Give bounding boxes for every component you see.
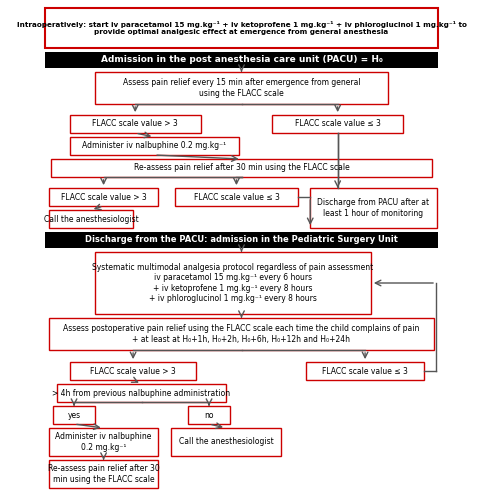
Text: Assess postoperative pain relief using the FLACC scale each time the child compl: Assess postoperative pain relief using t…: [63, 324, 420, 344]
FancyBboxPatch shape: [95, 72, 388, 104]
FancyBboxPatch shape: [49, 318, 434, 350]
FancyBboxPatch shape: [70, 362, 197, 380]
Text: Discharge from the PACU: admission in the Pediatric Surgery Unit: Discharge from the PACU: admission in th…: [85, 236, 398, 244]
FancyBboxPatch shape: [188, 406, 230, 424]
Text: Intraoperatively: start iv paracetamol 15 mg.kg⁻¹ + iv ketoprofene 1 mg.kg⁻¹ + i: Intraoperatively: start iv paracetamol 1…: [16, 21, 467, 35]
FancyBboxPatch shape: [70, 115, 200, 133]
FancyBboxPatch shape: [57, 384, 226, 402]
FancyBboxPatch shape: [49, 460, 158, 488]
FancyBboxPatch shape: [310, 188, 437, 228]
Text: Re-assess pain relief after 30
min using the FLACC scale: Re-assess pain relief after 30 min using…: [48, 464, 159, 483]
Text: Administer iv nalbuphine
0.2 mg.kg⁻¹: Administer iv nalbuphine 0.2 mg.kg⁻¹: [56, 432, 152, 452]
Text: FLACC scale value > 3: FLACC scale value > 3: [92, 120, 178, 128]
FancyBboxPatch shape: [171, 428, 281, 456]
Text: FLACC scale value ≤ 3: FLACC scale value ≤ 3: [295, 120, 381, 128]
Text: Systematic multimodal analgesia protocol regardless of pain assessment
iv parace: Systematic multimodal analgesia protocol…: [92, 263, 374, 303]
FancyBboxPatch shape: [44, 8, 439, 48]
Text: Re-assess pain relief after 30 min using the FLACC scale: Re-assess pain relief after 30 min using…: [134, 164, 349, 172]
Text: Administer iv nalbuphine 0.2 mg.kg⁻¹: Administer iv nalbuphine 0.2 mg.kg⁻¹: [82, 142, 226, 150]
Text: Call the anesthesiologist: Call the anesthesiologist: [179, 438, 273, 446]
Text: yes: yes: [68, 410, 81, 420]
Text: no: no: [204, 410, 214, 420]
FancyBboxPatch shape: [49, 210, 133, 228]
FancyBboxPatch shape: [53, 406, 95, 424]
Text: Admission in the post anesthesia care unit (PACU) = H₀: Admission in the post anesthesia care un…: [100, 56, 383, 64]
FancyBboxPatch shape: [70, 137, 239, 155]
FancyBboxPatch shape: [49, 188, 158, 206]
FancyBboxPatch shape: [306, 362, 424, 380]
FancyBboxPatch shape: [175, 188, 298, 206]
Text: Call the anesthesiologist: Call the anesthesiologist: [43, 214, 138, 224]
Text: FLACC scale value > 3: FLACC scale value > 3: [61, 192, 146, 202]
Text: FLACC scale value ≤ 3: FLACC scale value ≤ 3: [322, 366, 408, 376]
FancyBboxPatch shape: [44, 232, 439, 248]
Text: > 4h from previous nalbuphine administration: > 4h from previous nalbuphine administra…: [53, 388, 230, 398]
Text: Discharge from PACU after at
least 1 hour of monitoring: Discharge from PACU after at least 1 hou…: [317, 198, 429, 218]
FancyBboxPatch shape: [49, 428, 158, 456]
Text: FLACC scale value > 3: FLACC scale value > 3: [90, 366, 176, 376]
FancyBboxPatch shape: [95, 252, 371, 314]
Text: FLACC scale value ≤ 3: FLACC scale value ≤ 3: [194, 192, 279, 202]
FancyBboxPatch shape: [51, 159, 432, 177]
Text: Assess pain relief every 15 min after emergence from general
using the FLACC sca: Assess pain relief every 15 min after em…: [123, 78, 360, 98]
FancyBboxPatch shape: [44, 52, 439, 68]
FancyBboxPatch shape: [272, 115, 403, 133]
